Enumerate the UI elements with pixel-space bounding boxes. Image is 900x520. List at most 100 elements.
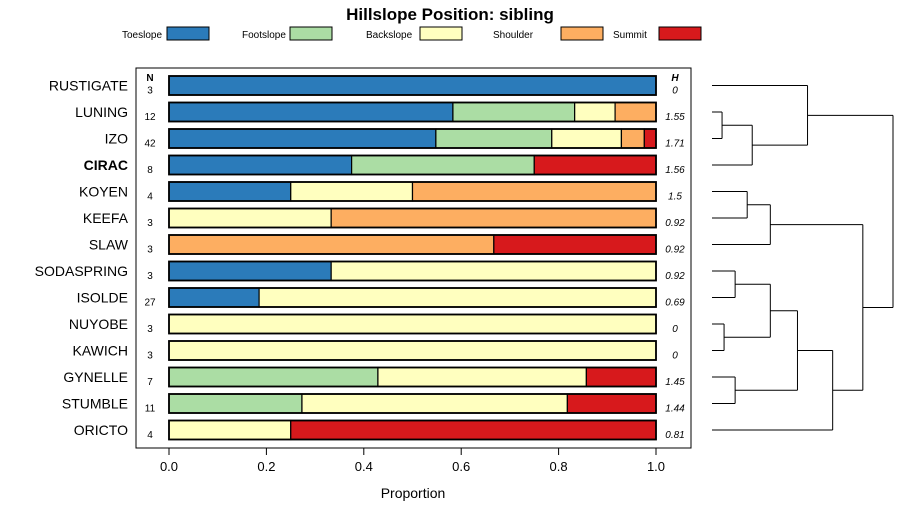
bar-outline <box>168 181 657 202</box>
bar-segment <box>168 366 379 388</box>
bar-segment <box>168 260 332 282</box>
bar-outline <box>168 419 657 441</box>
bar-outline <box>168 287 657 308</box>
legend-label: Footslope <box>242 30 286 41</box>
bar-segment <box>301 393 568 414</box>
bar-segment <box>351 154 535 176</box>
h-label: 0 <box>672 324 678 335</box>
n-label: 4 <box>147 192 153 203</box>
bar-outline <box>168 260 657 282</box>
x-axis: 0.0 0.2 0.4 0.6 0.8 1.0 <box>160 448 665 474</box>
category-labels: RUSTIGATE LUNING IZO CIRAC KOYEN KEEFA SLAW SOD… <box>35 78 129 439</box>
category-label: GYNELLE <box>63 369 128 385</box>
n-label: 3 <box>147 351 153 362</box>
n-label: 3 <box>147 86 153 97</box>
h-label: 0 <box>672 351 678 362</box>
category-label: LUNING <box>75 104 128 120</box>
bar-outline <box>168 313 657 335</box>
bar-outline <box>168 340 657 361</box>
n-label: 42 <box>144 139 156 150</box>
category-label: CIRAC <box>84 157 128 173</box>
bar-outline <box>168 154 657 176</box>
n-column-header: N <box>146 73 153 84</box>
bar-segment <box>411 181 657 202</box>
n-label: 27 <box>144 298 156 309</box>
bar-segment <box>168 101 454 123</box>
bar-segment <box>620 128 645 149</box>
x-tick-label: 1.0 <box>647 459 665 474</box>
bar-segment <box>168 393 303 414</box>
bar-segment <box>551 128 623 149</box>
bar-segment <box>585 366 657 388</box>
n-label: 3 <box>147 271 153 282</box>
bar-segment <box>258 287 657 308</box>
legend-swatch <box>560 26 604 41</box>
category-label: NUYOBE <box>69 316 128 332</box>
bar-segment <box>168 419 292 441</box>
legend: Toeslope Footslope Backslope Shoulder Summit <box>122 26 702 41</box>
bar-outline <box>168 128 657 149</box>
h-label: 1.45 <box>665 377 685 388</box>
bar-segment <box>168 75 657 96</box>
n-label: 7 <box>147 377 153 388</box>
bar-segment <box>168 128 437 149</box>
bar-outline <box>168 207 657 229</box>
x-tick-label: 0.2 <box>257 459 275 474</box>
category-label: IZO <box>105 131 128 147</box>
n-label: 11 <box>145 404 156 415</box>
bar-outline <box>168 393 657 414</box>
category-label: KOYEN <box>79 184 128 200</box>
bar-segment <box>614 101 657 123</box>
bar-segment <box>168 340 657 361</box>
bar-segment <box>377 366 587 388</box>
h-label: 0.92 <box>665 271 685 282</box>
bar-segment <box>168 313 657 335</box>
x-tick-label: 0.6 <box>452 459 470 474</box>
h-label: 1.55 <box>665 112 685 123</box>
category-label: SODASPRING <box>35 263 128 279</box>
legend-swatch <box>289 26 333 41</box>
bars <box>168 75 657 441</box>
bar-segment <box>452 101 576 123</box>
bar-segment <box>435 128 553 149</box>
h-labels: 0 1.55 1.71 1.56 1.5 0.92 0.92 0.92 0.69 0 0 1.45 1.… <box>665 86 685 442</box>
category-label: KAWICH <box>73 343 128 359</box>
legend-swatch <box>166 26 210 41</box>
legend-label: Shoulder <box>493 30 534 41</box>
bar-segment <box>493 234 657 255</box>
legend-label: Summit <box>613 30 647 41</box>
bar-segment <box>566 393 657 414</box>
x-tick-label: 0.8 <box>550 459 568 474</box>
bar-outline <box>168 101 657 123</box>
category-label: ORICTO <box>74 422 128 438</box>
bar-segment <box>290 181 414 202</box>
bar-segment <box>574 101 616 123</box>
h-label: 0.92 <box>665 245 685 256</box>
category-label: STUMBLE <box>62 396 128 412</box>
n-labels: 3 12 42 8 4 3 3 3 27 3 3 7 11 4 <box>144 86 156 442</box>
bar-segment <box>168 207 332 229</box>
h-label: 0 <box>672 86 678 97</box>
dendrogram <box>712 85 894 431</box>
h-label: 0.81 <box>665 430 684 441</box>
n-label: 3 <box>147 245 153 256</box>
n-label: 12 <box>144 112 156 123</box>
legend-label: Backslope <box>366 30 413 41</box>
bar-segment <box>168 181 292 202</box>
plot-frame <box>135 67 692 449</box>
h-column-header: H <box>671 73 679 84</box>
bar-segment <box>330 260 657 282</box>
category-label: RUSTIGATE <box>49 78 128 94</box>
bar-segment <box>330 207 657 229</box>
x-tick-label: 0.0 <box>160 459 178 474</box>
chart-title: Hillslope Position: sibling <box>346 5 554 24</box>
bar-segment <box>168 287 260 308</box>
category-label: SLAW <box>89 237 129 253</box>
h-label: 1.5 <box>668 192 682 203</box>
category-label: KEEFA <box>83 210 129 226</box>
h-label: 1.71 <box>665 139 684 150</box>
n-label: 3 <box>147 324 153 335</box>
legend-label: Toeslope <box>122 30 162 41</box>
n-label: 8 <box>147 165 153 176</box>
